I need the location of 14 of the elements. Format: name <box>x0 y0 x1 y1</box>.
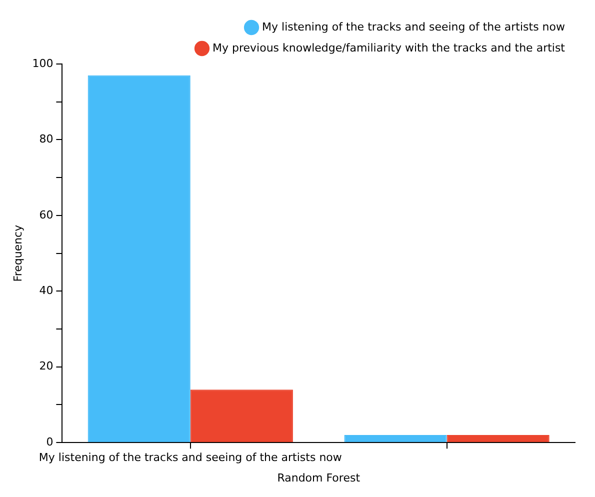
bar <box>88 75 190 442</box>
legend-label: My previous knowledge/familiarity with the tracks and the artist <box>212 41 566 54</box>
y-tick-label: 60 <box>39 208 54 222</box>
bar <box>344 435 447 442</box>
y-tick-label: 80 <box>39 132 54 146</box>
y-tick-label: 40 <box>39 284 54 298</box>
bar <box>446 435 550 442</box>
y-axis-title: Frequency <box>11 224 24 282</box>
x-axis-title: Random Forest <box>277 471 361 484</box>
legend-label: My listening of the tracks and seeing of the artists now <box>262 20 566 34</box>
bar <box>190 390 293 442</box>
y-tick-label: 20 <box>39 360 54 373</box>
y-tick-label: 0 <box>46 435 54 448</box>
y-tick-label: 100 <box>32 56 54 70</box>
